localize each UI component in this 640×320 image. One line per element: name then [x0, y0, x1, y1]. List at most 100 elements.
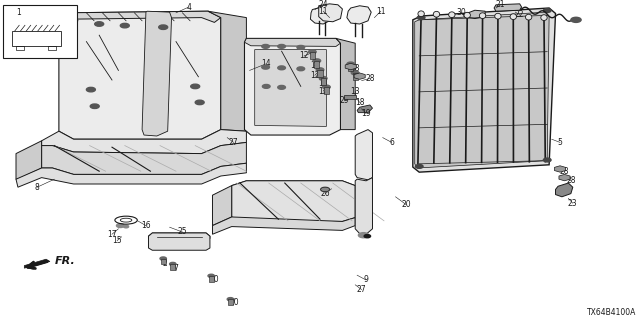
Ellipse shape	[433, 11, 440, 17]
Bar	[310, 52, 315, 59]
Bar	[324, 87, 329, 94]
Circle shape	[160, 257, 166, 260]
Ellipse shape	[541, 15, 547, 20]
Circle shape	[308, 50, 316, 54]
Text: 7: 7	[173, 264, 179, 273]
Polygon shape	[255, 50, 326, 126]
Circle shape	[347, 62, 355, 66]
Circle shape	[348, 96, 353, 99]
Circle shape	[321, 187, 330, 192]
Circle shape	[543, 9, 551, 12]
Text: 19: 19	[361, 109, 371, 118]
Polygon shape	[413, 8, 556, 172]
Text: 12: 12	[300, 52, 308, 60]
Ellipse shape	[479, 13, 486, 19]
Bar	[170, 264, 175, 270]
Text: 13: 13	[318, 79, 328, 88]
Polygon shape	[24, 259, 50, 268]
Ellipse shape	[495, 13, 501, 19]
Text: 14: 14	[260, 60, 271, 68]
Bar	[48, 46, 56, 50]
Polygon shape	[16, 163, 246, 187]
Text: 11: 11	[319, 7, 328, 16]
Text: 27: 27	[356, 285, 367, 294]
Polygon shape	[59, 11, 221, 22]
Text: 28: 28	[351, 64, 360, 73]
Circle shape	[95, 22, 104, 26]
Polygon shape	[232, 181, 355, 195]
Circle shape	[297, 45, 305, 49]
Polygon shape	[347, 6, 371, 24]
Text: FR.: FR.	[54, 256, 75, 267]
Ellipse shape	[418, 11, 424, 17]
Polygon shape	[319, 4, 342, 22]
Circle shape	[191, 84, 200, 89]
Bar	[209, 276, 214, 282]
Circle shape	[116, 224, 124, 228]
Text: 9: 9	[364, 276, 369, 284]
Polygon shape	[212, 217, 355, 234]
Bar	[317, 70, 323, 77]
Polygon shape	[16, 141, 42, 179]
Circle shape	[262, 65, 269, 69]
Text: 21: 21	[496, 0, 505, 9]
Circle shape	[571, 17, 581, 22]
Circle shape	[208, 274, 214, 277]
Text: 18: 18	[355, 98, 364, 107]
Circle shape	[319, 76, 327, 80]
Text: 23: 23	[568, 199, 578, 208]
Bar	[353, 73, 358, 80]
Circle shape	[278, 66, 285, 70]
Text: 6: 6	[389, 138, 394, 147]
Text: 11: 11	[376, 7, 385, 16]
Text: 26: 26	[320, 189, 330, 198]
Ellipse shape	[525, 14, 532, 20]
Polygon shape	[464, 10, 485, 19]
Polygon shape	[148, 233, 210, 241]
Circle shape	[313, 59, 321, 63]
Circle shape	[358, 233, 369, 238]
Polygon shape	[148, 233, 210, 250]
Polygon shape	[310, 7, 332, 24]
Text: 22: 22	[515, 10, 524, 19]
Text: TX64B4100A: TX64B4100A	[588, 308, 637, 317]
Text: 2: 2	[163, 260, 168, 268]
Circle shape	[543, 158, 551, 162]
Bar	[344, 95, 356, 99]
Polygon shape	[494, 4, 522, 11]
Bar	[161, 259, 166, 264]
Text: 15: 15	[112, 236, 122, 245]
Text: 12: 12	[319, 87, 328, 96]
Polygon shape	[244, 38, 340, 46]
Circle shape	[159, 25, 168, 29]
Text: 28: 28	[365, 74, 374, 83]
Polygon shape	[208, 11, 246, 131]
Circle shape	[278, 44, 285, 48]
Bar	[3, 5, 77, 58]
Ellipse shape	[464, 12, 470, 18]
Text: 8: 8	[35, 183, 40, 192]
Text: 25: 25	[177, 228, 188, 236]
Text: 4: 4	[186, 3, 191, 12]
Text: 1: 1	[15, 16, 20, 25]
Circle shape	[297, 67, 305, 71]
Circle shape	[351, 71, 359, 75]
Text: 13: 13	[310, 61, 320, 70]
Circle shape	[86, 87, 95, 92]
Polygon shape	[142, 11, 172, 136]
Text: 10: 10	[209, 276, 220, 284]
Text: 27: 27	[228, 138, 239, 147]
Polygon shape	[232, 181, 355, 221]
Polygon shape	[42, 130, 246, 154]
Polygon shape	[336, 38, 355, 130]
Text: 30: 30	[456, 8, 466, 17]
Text: 16: 16	[141, 221, 151, 230]
FancyArrowPatch shape	[28, 261, 47, 268]
Polygon shape	[244, 38, 340, 135]
Polygon shape	[59, 11, 221, 139]
Polygon shape	[355, 130, 372, 180]
Circle shape	[323, 85, 330, 89]
Text: 17: 17	[107, 230, 117, 239]
Text: 29: 29	[339, 96, 349, 105]
Bar	[321, 78, 326, 85]
